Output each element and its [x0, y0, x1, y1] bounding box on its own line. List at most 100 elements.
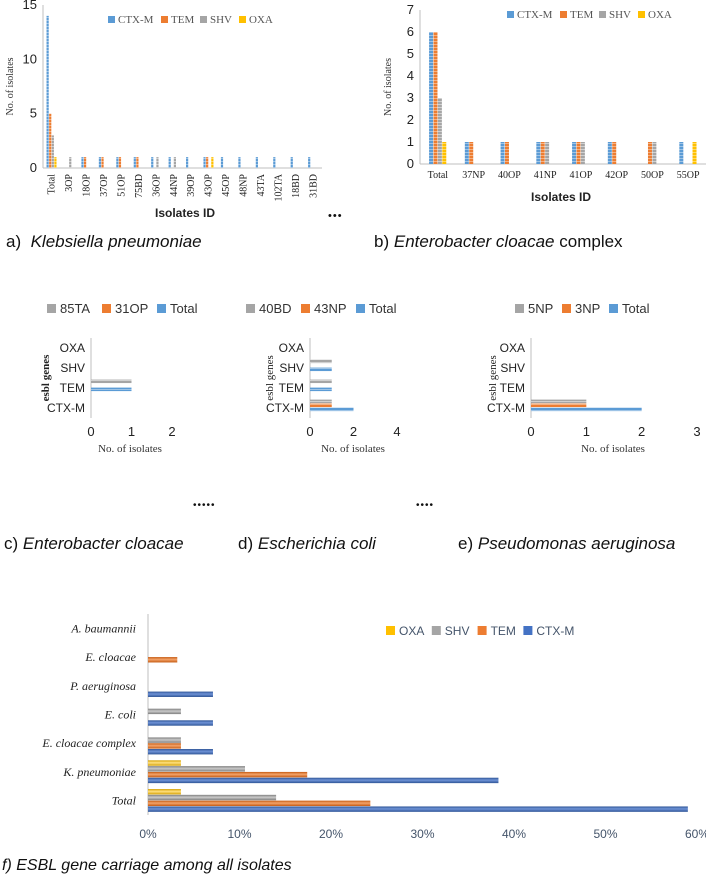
bar-shv-41np	[545, 142, 550, 164]
y-tick-label: 3	[407, 90, 414, 105]
bar-total-tem	[91, 387, 132, 392]
caption-d-prefix: d)	[238, 534, 254, 553]
bar-ctx-m-55op	[679, 142, 684, 164]
bar-shv-44np	[173, 157, 176, 168]
bar-ctx-m-total	[429, 32, 434, 164]
category-label-tem: TEM	[500, 381, 525, 395]
category-label-k-pneumoniae: K. pneumoniae	[62, 765, 136, 779]
legend-label-shv: SHV	[210, 14, 232, 26]
x-axis-title: No. of isolates	[581, 443, 645, 455]
bar-tem-total	[49, 113, 52, 168]
caption-e: e) Pseudomonas aeruginosa	[458, 534, 675, 554]
legend-swatch-oxa	[638, 11, 645, 18]
bar-oxa-k-pneumoniae	[148, 760, 181, 766]
bar-ctx-m-e-cloacae-complex	[148, 749, 213, 755]
bar-43np-ctx-m	[310, 403, 332, 408]
bar-tem-75bd	[136, 157, 139, 168]
chart-f-overall-carriage: Total K. pneumoniae E. cloacae complex E. c…	[41, 614, 706, 841]
bar-shv-e-cloacae-complex	[148, 737, 181, 743]
x-tick-label: 0	[306, 424, 313, 439]
y-axis-title: No. of isolates	[5, 57, 16, 115]
bar-tem-41np	[540, 142, 545, 164]
bar-ctx-m-41np	[536, 142, 541, 164]
bar-ctx-m-p-aeruginosa	[148, 691, 213, 697]
bar-ctx-m-40op	[500, 142, 505, 164]
bar-40bd-shv	[310, 359, 332, 364]
category-label-oxa: OXA	[60, 341, 85, 355]
bar-ctx-m-18bd	[290, 157, 293, 168]
caption-b-prefix: b)	[374, 232, 390, 251]
bar-total-ctx-m	[310, 407, 354, 412]
y-tick-label: 10	[23, 51, 37, 66]
legend-swatch-tem	[477, 626, 487, 635]
y-axis-title: esbl genes	[487, 355, 499, 401]
bar-tem-43op	[206, 157, 209, 168]
bar-ctx-m-41op	[572, 142, 577, 164]
bar-tem-37op	[101, 157, 104, 168]
x-tick-label: 42OP	[605, 170, 628, 181]
legend-swatch-shv	[599, 11, 606, 18]
bar-oxa-43op	[211, 157, 214, 168]
caption-a-prefix: a)	[6, 232, 22, 251]
x-axis-title: Isolates ID	[155, 206, 215, 220]
x-tick-label: 1	[128, 424, 135, 439]
caption-a: a) Klebsiella pneumoniae	[6, 232, 202, 252]
y-tick-label: 0	[407, 156, 414, 171]
legend-label-ctx-m: CTX-M	[536, 624, 574, 638]
bar-tem-total	[433, 32, 438, 164]
bar-ctx-m-45op	[220, 157, 224, 168]
bar-ctx-m-51op	[116, 157, 119, 168]
x-tick-label: 39OP	[186, 174, 197, 197]
legend-swatch-oxa	[239, 16, 246, 23]
bar-shv-total	[148, 794, 277, 801]
category-label-tem: TEM	[279, 381, 304, 395]
bar-total-ctx-m	[531, 407, 642, 412]
chart-b-enterobacter-complex: 0 1 2 3 4 5 6 7 No. of isolates Total 37NP 40OP 41NP…	[383, 2, 706, 204]
bar-tem-41op	[576, 142, 581, 164]
x-tick-label: Total	[47, 174, 58, 195]
x-tick-label: 51OP	[116, 174, 127, 197]
category-label-oxa: OXA	[279, 341, 304, 355]
bar-ctx-m-42op	[607, 142, 612, 164]
x-tick-label: 0	[527, 424, 534, 439]
legend-swatch-ctx-m	[108, 16, 115, 23]
ellipsis-a: •••	[328, 210, 343, 222]
legend-label-tem: TEM	[491, 624, 516, 638]
x-tick-label: 50%	[593, 827, 617, 841]
category-label-shv: SHV	[500, 361, 525, 375]
legend-label-5np: 5NP	[528, 301, 553, 316]
bar-5np-ctx-m	[531, 399, 587, 404]
x-tick-label: 41NP	[534, 170, 557, 181]
bar-shv-e-coli	[148, 708, 181, 715]
x-tick-label: 31BD	[308, 174, 319, 198]
y-tick-label: 2	[407, 112, 414, 127]
legend-label-43np: 43NP	[314, 301, 347, 316]
bar-shv-36op	[156, 157, 159, 168]
bar-shv-k-pneumoniae	[148, 766, 245, 772]
legend-label-40bd: 40BD	[259, 301, 292, 316]
bar-ctx-m-75bd	[133, 157, 136, 168]
legend-swatch-total	[356, 304, 365, 313]
x-axis-title: No. of isolates	[98, 443, 162, 455]
bar-ctx-m-37op	[98, 157, 102, 168]
bar-total-tem	[310, 387, 332, 392]
x-tick-label: 4	[393, 424, 400, 439]
x-tick-label: 45OP	[221, 174, 232, 197]
x-tick-label: 0%	[139, 827, 157, 841]
bar-ctx-m-39op	[186, 157, 189, 168]
legend-swatch-40bd	[246, 304, 255, 313]
caption-e-organism: Pseudomonas aeruginosa	[477, 534, 676, 553]
bar-40bd-ctx-m	[310, 399, 332, 404]
bar-total-shv	[310, 367, 332, 372]
category-label-oxa: OXA	[500, 341, 525, 355]
y-axis-title: esbl genes	[40, 354, 52, 401]
legend-label-total: Total	[369, 301, 397, 316]
bar-shv-41op	[580, 142, 585, 164]
bar-shv-3op	[69, 157, 72, 168]
legend-label-oxa: OXA	[399, 624, 424, 638]
category-label-shv: SHV	[60, 361, 85, 375]
x-tick-label: 102TA	[273, 173, 284, 201]
legend-swatch-3np	[562, 304, 571, 313]
bar-tem-40op	[504, 142, 509, 164]
x-tick-label: 18OP	[82, 174, 93, 197]
